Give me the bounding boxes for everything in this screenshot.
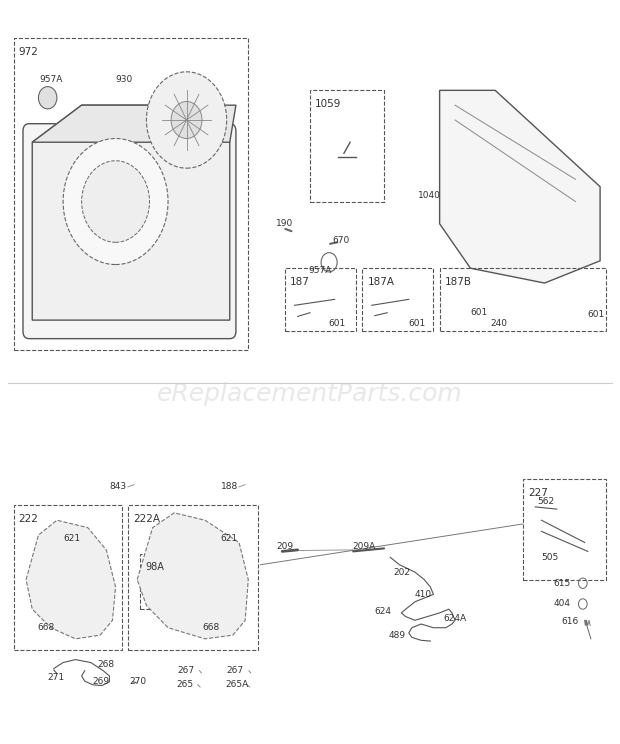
Text: 972: 972 [19, 48, 38, 57]
Text: 616: 616 [561, 618, 578, 626]
Text: 670: 670 [333, 236, 350, 245]
Text: 188: 188 [221, 482, 237, 491]
Text: 190: 190 [276, 219, 293, 228]
Text: 843: 843 [109, 482, 126, 491]
Text: 957A: 957A [309, 266, 332, 275]
Text: 624A: 624A [443, 614, 466, 623]
Text: 222A: 222A [133, 514, 160, 525]
Text: 601: 601 [471, 308, 488, 317]
Text: 615: 615 [554, 579, 571, 588]
Text: eReplacementParts.com: eReplacementParts.com [157, 382, 463, 406]
Text: 601: 601 [588, 310, 605, 318]
FancyBboxPatch shape [23, 124, 236, 339]
Text: 267: 267 [227, 666, 244, 676]
Text: 668: 668 [37, 623, 55, 632]
Text: 270: 270 [129, 676, 146, 685]
Text: 269: 269 [93, 677, 110, 686]
Text: 209: 209 [276, 542, 293, 551]
Text: 668: 668 [202, 623, 219, 632]
Text: 1040: 1040 [418, 191, 441, 200]
Text: 562: 562 [537, 497, 554, 506]
Text: 222: 222 [19, 514, 38, 525]
Polygon shape [32, 105, 236, 142]
Text: 267: 267 [177, 666, 195, 676]
Text: 187B: 187B [445, 277, 472, 287]
Text: 187: 187 [290, 277, 310, 287]
Text: 489: 489 [388, 631, 405, 640]
Text: 957A: 957A [40, 74, 63, 84]
Circle shape [171, 101, 202, 138]
Circle shape [82, 161, 149, 243]
Circle shape [38, 86, 57, 109]
Text: 410: 410 [415, 590, 432, 599]
Text: 505: 505 [541, 553, 559, 562]
Text: 601: 601 [329, 318, 346, 327]
Polygon shape [440, 90, 600, 283]
Polygon shape [32, 105, 230, 320]
Circle shape [63, 138, 168, 265]
Text: 209A: 209A [352, 542, 375, 551]
Text: 404: 404 [554, 599, 571, 608]
Text: 187A: 187A [368, 277, 394, 287]
Text: 265: 265 [176, 680, 193, 689]
Text: 265A: 265A [226, 680, 249, 689]
Circle shape [146, 72, 227, 168]
Polygon shape [137, 513, 248, 639]
Text: 930: 930 [115, 74, 133, 84]
Text: 271: 271 [48, 673, 65, 682]
Text: 268: 268 [97, 660, 114, 670]
Text: 621: 621 [63, 534, 80, 543]
Polygon shape [26, 520, 115, 639]
Text: 202: 202 [393, 568, 410, 577]
Text: 227: 227 [528, 488, 547, 498]
Text: 1059: 1059 [315, 99, 342, 109]
Text: 624: 624 [374, 607, 391, 616]
Text: 98A: 98A [145, 562, 164, 572]
Text: 601: 601 [409, 318, 426, 327]
Text: 240: 240 [491, 319, 508, 328]
Text: 621: 621 [221, 534, 237, 543]
